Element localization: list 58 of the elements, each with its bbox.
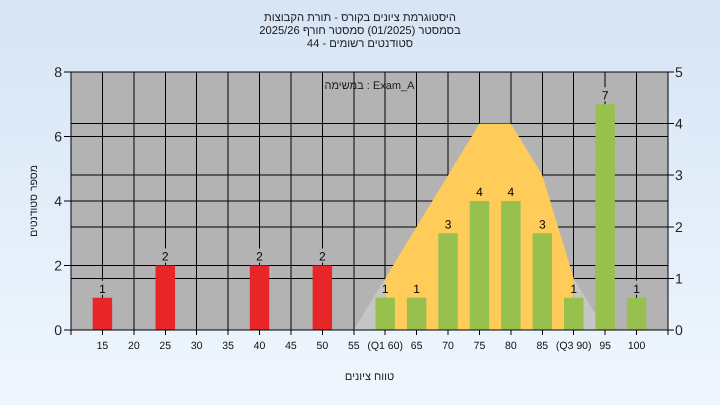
x-tick-label: 50 xyxy=(316,340,328,352)
bar xyxy=(595,104,615,330)
x-tick-label: 35 xyxy=(222,340,234,352)
y-tick-label: 6 xyxy=(54,128,62,144)
data-label: 1 xyxy=(99,282,106,296)
x-tick-label: 85 xyxy=(536,340,548,352)
data-label: 1 xyxy=(633,282,640,296)
chart-subtitle: בסמסטר (01/2025) סמסטר חורף 2025/26 סטודנטים רשומים - 44 xyxy=(259,25,462,50)
y2-tick-label: 0 xyxy=(675,322,683,338)
data-label: 1 xyxy=(382,282,389,296)
x-tick-label: 65 xyxy=(410,340,423,352)
data-label: 2 xyxy=(319,250,326,264)
bar xyxy=(626,298,646,330)
x-tick-label: (Q3 90) xyxy=(556,340,592,352)
x-tick-label: 55 xyxy=(348,340,360,352)
y2-tick-label: 2 xyxy=(675,218,683,235)
data-label: 3 xyxy=(538,217,546,232)
x-tick-label: 15 xyxy=(96,340,108,352)
bar xyxy=(532,233,552,330)
bar xyxy=(92,298,112,330)
data-label: 2 xyxy=(162,250,169,264)
y-tick-label: 4 xyxy=(54,193,62,209)
y-tick-label: 0 xyxy=(54,322,62,338)
x-tick-label: 70 xyxy=(442,340,454,352)
data-label: 1 xyxy=(413,282,420,296)
y2-tick-label: 1 xyxy=(675,270,683,286)
bar xyxy=(312,266,332,330)
x-tick-label: 95 xyxy=(599,340,612,352)
bar xyxy=(156,266,176,330)
x-tick-label: 100 xyxy=(628,340,646,352)
data-label: 2 xyxy=(256,250,264,264)
bar xyxy=(501,201,521,330)
x-axis-title: טווח ציונים xyxy=(344,371,394,383)
bar xyxy=(250,266,270,330)
y2-tick-label: 5 xyxy=(675,64,683,80)
data-label: 3 xyxy=(444,217,452,232)
data-label: 1 xyxy=(570,282,578,296)
x-tick-label: 40 xyxy=(254,340,266,352)
data-label: 4 xyxy=(508,185,515,199)
y-tick-label: 8 xyxy=(54,64,62,80)
y2-tick-label: 4 xyxy=(675,116,683,132)
x-tick-label: 30 xyxy=(190,340,203,352)
x-tick-label: 75 xyxy=(474,340,486,352)
y2-tick-label: 3 xyxy=(675,167,683,184)
x-tick-label: 80 xyxy=(505,340,517,352)
chart-title: היסטוגרמת ציונים בקורס - תורת הקבוצות xyxy=(264,12,456,24)
bar xyxy=(406,298,426,330)
y-tick-label: 2 xyxy=(54,258,62,274)
x-tick-label: 45 xyxy=(285,340,297,352)
bar xyxy=(438,233,458,330)
bar xyxy=(375,298,395,330)
x-tick-label: 25 xyxy=(159,340,172,352)
bar xyxy=(470,201,490,330)
y-axis-title: מספר סטודנטים xyxy=(28,165,40,237)
data-label: 4 xyxy=(476,185,484,199)
x-tick-label: 20 xyxy=(128,340,140,352)
x-tick-label: (Q1 60) xyxy=(367,340,404,352)
data-label: 7 xyxy=(602,88,609,102)
